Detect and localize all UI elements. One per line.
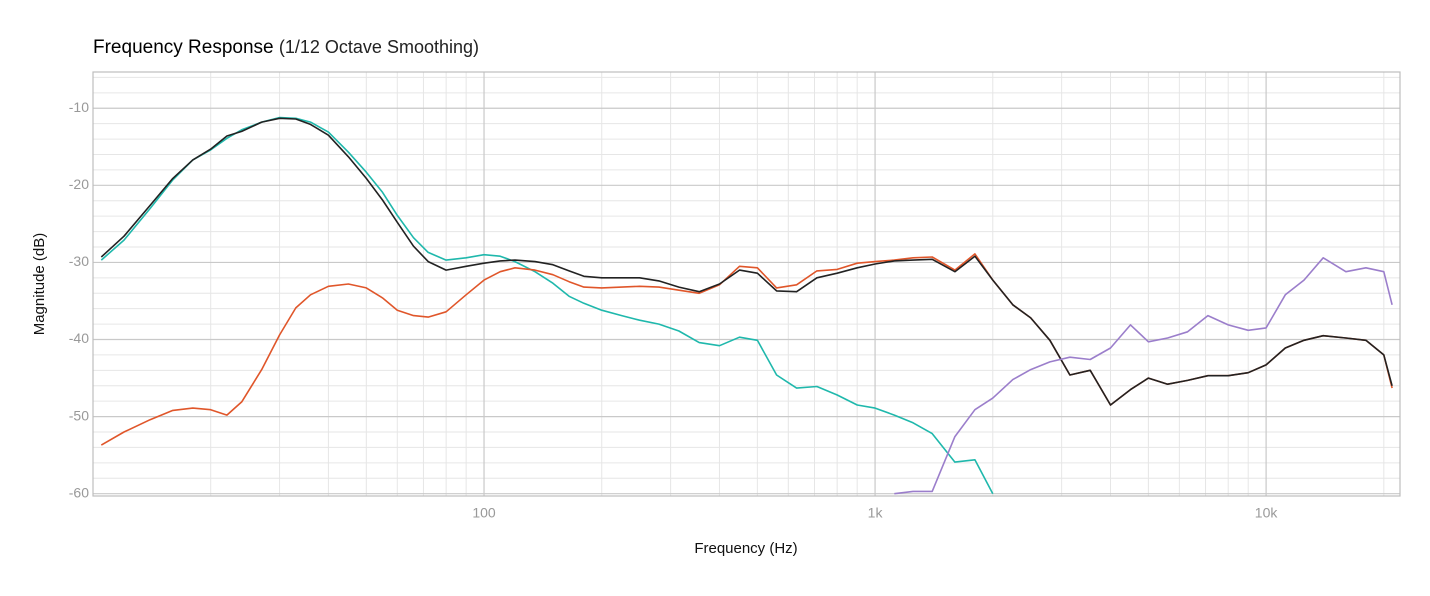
x-tick-label: 10k bbox=[1255, 505, 1279, 521]
x-tick-label: 1k bbox=[868, 505, 884, 521]
chart-title: Frequency Response (1/12 Octave Smoothin… bbox=[93, 37, 479, 58]
title: Frequency Response bbox=[93, 37, 274, 58]
x-axis-label: Frequency (Hz) bbox=[694, 540, 797, 557]
grid bbox=[93, 72, 1400, 496]
plot-area bbox=[93, 72, 1400, 496]
y-tick-label: -50 bbox=[69, 407, 89, 423]
series-line bbox=[100, 117, 1393, 406]
series-line bbox=[894, 257, 1393, 495]
subtitle: (1/12 Octave Smoothing) bbox=[279, 37, 479, 57]
y-tick-label: -60 bbox=[69, 484, 89, 500]
y-axis-label: Magnitude (dB) bbox=[31, 233, 48, 336]
x-tick-label: 100 bbox=[472, 505, 496, 521]
y-tick-label: -20 bbox=[69, 176, 89, 192]
lines bbox=[100, 116, 1393, 495]
y-tick-label: -10 bbox=[69, 99, 89, 115]
plot-border bbox=[92, 71, 1401, 497]
y-tick-label: -40 bbox=[69, 330, 89, 346]
y-tick-label: -30 bbox=[69, 253, 89, 269]
